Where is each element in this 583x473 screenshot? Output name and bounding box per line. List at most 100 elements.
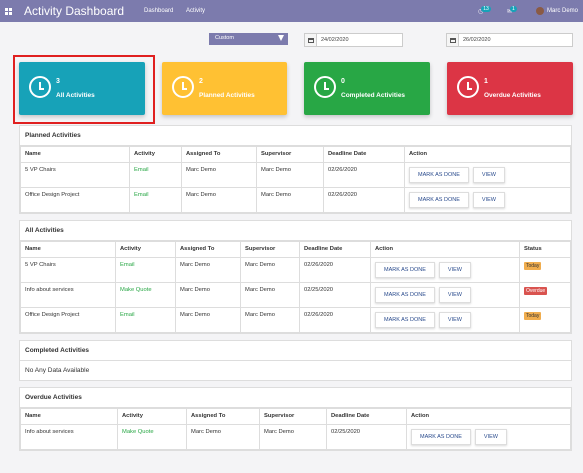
view-button[interactable]: VIEW xyxy=(472,167,505,183)
start-date-field[interactable]: 24/02/2020 xyxy=(304,33,403,47)
mark-as-done-button[interactable]: MARK AS DONE xyxy=(375,287,435,303)
column-header: Assigned To xyxy=(175,241,241,258)
card-all-activities[interactable]: 3 All Activities xyxy=(19,62,145,115)
view-button[interactable]: VIEW xyxy=(438,312,471,328)
mark-as-done-button[interactable]: MARK AS DONE xyxy=(409,167,469,183)
card-completed-activities[interactable]: 0 Completed Activities xyxy=(304,62,430,115)
chevron-down-icon xyxy=(278,35,284,41)
overdue-activities-table: Name Activity Assigned To Supervisor Dea… xyxy=(20,408,571,450)
column-header: Deadline Date xyxy=(323,146,405,163)
column-header: Action xyxy=(370,241,520,258)
cell-activity: Email xyxy=(115,257,176,283)
apps-grid-icon[interactable] xyxy=(5,8,12,15)
cell-action: MARK AS DONE VIEW xyxy=(370,282,520,308)
nav-dashboard[interactable]: Dashboard xyxy=(144,8,174,14)
cell-supervisor: Marc Demo xyxy=(240,307,300,333)
cell-assigned: Marc Demo xyxy=(175,282,241,308)
calendar-icon xyxy=(447,34,459,46)
view-button[interactable]: VIEW xyxy=(438,287,471,303)
panel-title: All Activities xyxy=(20,221,571,241)
table-row: Office Design Project Email Marc Demo Ma… xyxy=(20,187,571,213)
top-navbar: Activity Dashboard Dashboard Activity ◷ … xyxy=(0,0,583,22)
cell-assigned: Marc Demo xyxy=(175,257,241,283)
cell-supervisor: Marc Demo xyxy=(240,257,300,283)
card-planned-activities[interactable]: 2 Planned Activities xyxy=(162,62,287,115)
cell-activity: Make Quote xyxy=(117,424,187,450)
column-header: Activity xyxy=(115,241,176,258)
column-header: Supervisor xyxy=(240,241,300,258)
panel-title: Overdue Activities xyxy=(20,388,571,408)
overdue-activities-panel: Overdue Activities Name Activity Assigne… xyxy=(19,387,572,451)
view-button[interactable]: VIEW xyxy=(472,192,505,208)
cell-name: Info about services xyxy=(20,424,118,450)
column-header: Activity xyxy=(117,408,187,425)
column-header: Deadline Date xyxy=(299,241,371,258)
cell-supervisor: Marc Demo xyxy=(256,187,324,213)
table-row: 5 VP Chairs Email Marc Demo Marc Demo 02… xyxy=(20,257,571,283)
column-header: Activity xyxy=(129,146,182,163)
cell-deadline: 02/26/2020 xyxy=(323,187,405,213)
clock-icon xyxy=(314,76,336,98)
clock-icon xyxy=(172,76,194,98)
card-count: 1 xyxy=(484,78,488,85)
card-overdue-activities[interactable]: 1 Overdue Activities xyxy=(447,62,573,115)
view-button[interactable]: VIEW xyxy=(474,429,507,445)
cell-activity: Email xyxy=(129,187,182,213)
planned-activities-table: Name Activity Assigned To Supervisor Dea… xyxy=(20,146,571,213)
user-menu[interactable]: Marc Demo xyxy=(536,4,578,18)
column-header: Name xyxy=(20,146,130,163)
date-range-select[interactable]: Custom xyxy=(209,33,288,45)
cell-activity: Make Quote xyxy=(115,282,176,308)
status-badge: Today xyxy=(524,262,542,270)
card-count: 2 xyxy=(199,78,203,85)
column-header: Supervisor xyxy=(259,408,327,425)
clock-icon xyxy=(29,76,51,98)
column-header: Name xyxy=(20,241,116,258)
end-date-value: 26/02/2020 xyxy=(463,37,491,43)
cell-assigned: Marc Demo xyxy=(181,187,257,213)
cell-deadline: 02/26/2020 xyxy=(299,307,371,333)
cell-assigned: Marc Demo xyxy=(175,307,241,333)
card-count: 3 xyxy=(56,78,60,85)
cell-deadline: 02/25/2020 xyxy=(299,282,371,308)
cell-supervisor: Marc Demo xyxy=(259,424,327,450)
cell-name: Office Design Project xyxy=(20,187,130,213)
end-date-field[interactable]: 26/02/2020 xyxy=(446,33,573,47)
cell-action: MARK AS DONE VIEW xyxy=(404,187,571,213)
cell-action: MARK AS DONE VIEW xyxy=(370,307,520,333)
card-label: Overdue Activities xyxy=(484,92,541,99)
cell-supervisor: Marc Demo xyxy=(240,282,300,308)
cell-name: 5 VP Chairs xyxy=(20,257,116,283)
mark-as-done-button[interactable]: MARK AS DONE xyxy=(375,312,435,328)
cell-deadline: 02/26/2020 xyxy=(323,162,405,188)
table-row: Info about services Make Quote Marc Demo… xyxy=(20,282,571,308)
date-range-value: Custom xyxy=(215,35,234,41)
mark-as-done-button[interactable]: MARK AS DONE xyxy=(409,192,469,208)
mark-as-done-button[interactable]: MARK AS DONE xyxy=(375,262,435,278)
cell-name: Office Design Project xyxy=(20,307,116,333)
cell-action: MARK AS DONE VIEW xyxy=(406,424,571,450)
mark-as-done-button[interactable]: MARK AS DONE xyxy=(411,429,471,445)
cell-action: MARK AS DONE VIEW xyxy=(370,257,520,283)
view-button[interactable]: VIEW xyxy=(438,262,471,278)
chat-icon: ✉ xyxy=(507,8,513,15)
clock-icon: ◷ xyxy=(478,8,484,15)
messages-menu[interactable]: ✉ 1 xyxy=(507,4,517,18)
all-activities-panel: All Activities Name Activity Assigned To… xyxy=(19,220,572,334)
avatar xyxy=(536,7,544,15)
column-header: Deadline Date xyxy=(326,408,407,425)
table-row: Office Design Project Email Marc Demo Ma… xyxy=(20,307,571,333)
column-header: Status xyxy=(519,241,571,258)
panel-title: Completed Activities xyxy=(20,341,571,361)
column-header: Action xyxy=(406,408,571,425)
column-header: Action xyxy=(404,146,571,163)
nav-activity[interactable]: Activity xyxy=(186,8,206,14)
cell-action: MARK AS DONE VIEW xyxy=(404,162,571,188)
cell-assigned: Marc Demo xyxy=(181,162,257,188)
activity-menu[interactable]: ◷ 13 xyxy=(478,4,491,18)
panel-title: Planned Activities xyxy=(20,126,571,146)
user-name: Marc Demo xyxy=(547,8,579,14)
start-date-value: 24/02/2020 xyxy=(321,37,349,43)
column-header: Name xyxy=(20,408,118,425)
cell-activity: Email xyxy=(129,162,182,188)
